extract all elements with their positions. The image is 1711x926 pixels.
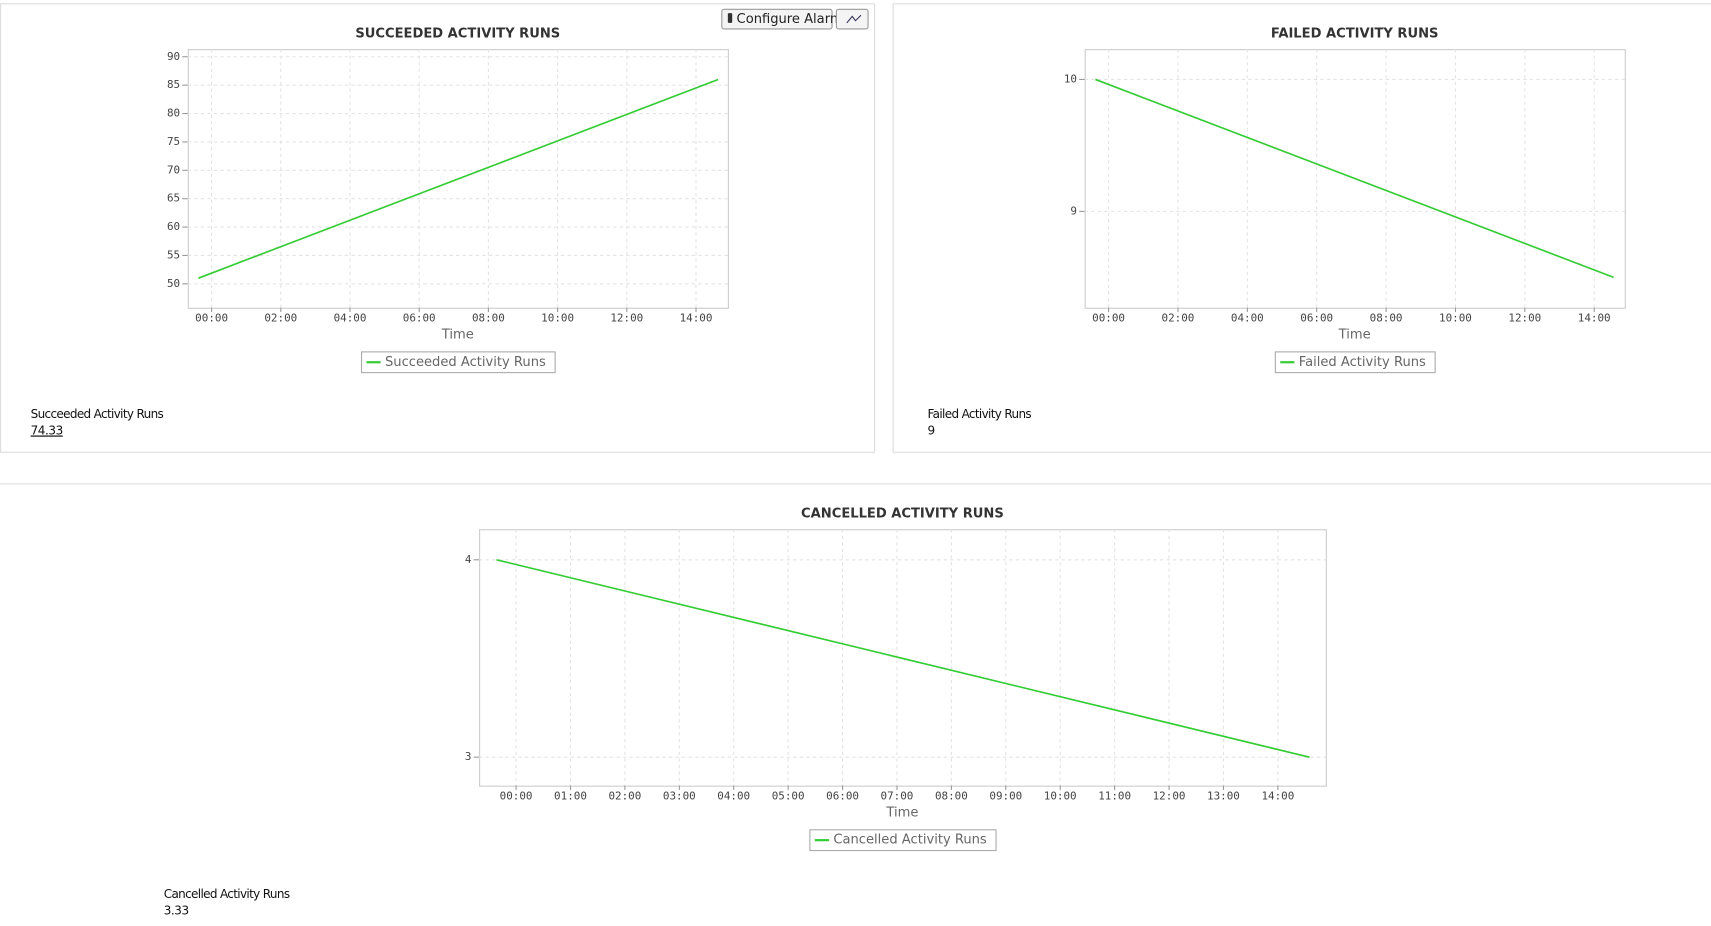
data-line xyxy=(1095,78,1614,279)
y-tick-label: 90 xyxy=(167,50,180,63)
y-tick-label: 3 xyxy=(465,750,472,763)
y-tick-label: 10 xyxy=(1064,72,1077,85)
y-tick-label: 65 xyxy=(167,192,180,205)
y-tick-label: 9 xyxy=(1070,204,1077,217)
y-tick-label: 4 xyxy=(465,553,472,566)
x-tick-label: 12:00 xyxy=(610,312,643,325)
panel xyxy=(892,3,1711,453)
x-tick-label: 14:00 xyxy=(1261,790,1294,803)
x-axis-label: Time xyxy=(1338,327,1371,342)
plot-area xyxy=(187,49,729,309)
legend: Succeeded Activity Runs xyxy=(361,351,556,374)
x-tick-label: 00:00 xyxy=(500,790,533,803)
button-text: Configure Alarms xyxy=(737,12,850,27)
x-tick-label: 00:00 xyxy=(1092,312,1125,325)
chart-title: SUCCEEDED ACTIVITY RUNS xyxy=(355,26,560,41)
y-tick-label: 70 xyxy=(167,163,180,176)
x-tick-label: 12:00 xyxy=(1508,312,1541,325)
x-tick-label: 06:00 xyxy=(1300,312,1333,325)
x-tick-label: 06:00 xyxy=(403,312,436,325)
x-tick-label: 10:00 xyxy=(541,312,574,325)
legend-box xyxy=(1274,351,1436,374)
data-line xyxy=(496,558,1310,758)
x-tick-label: 02:00 xyxy=(1162,312,1195,325)
x-tick-label: 02:00 xyxy=(608,790,641,803)
legend-label: Succeeded Activity Runs xyxy=(385,355,546,370)
x-tick-label: 10:00 xyxy=(1439,312,1472,325)
x-tick-label: 13:00 xyxy=(1207,790,1240,803)
x-tick-label: 11:00 xyxy=(1098,790,1131,803)
y-tick-label: 75 xyxy=(167,135,180,148)
y-tick-label: 80 xyxy=(167,107,180,120)
chart-icon xyxy=(846,14,862,24)
y-tick-label: 55 xyxy=(167,248,180,261)
summary-value: 3.33 xyxy=(164,904,189,918)
legend-label: Failed Activity Runs xyxy=(1299,355,1426,370)
x-tick-label: 01:00 xyxy=(554,790,587,803)
chart-type-button[interactable] xyxy=(835,8,869,30)
plot-area xyxy=(1084,49,1626,309)
data-line xyxy=(198,78,719,279)
x-tick-label: 07:00 xyxy=(881,790,914,803)
x-tick-label: 06:00 xyxy=(826,790,859,803)
panel xyxy=(0,3,876,453)
summary-value: 9 xyxy=(928,423,935,437)
x-tick-label: 08:00 xyxy=(935,790,968,803)
y-tick-label: 60 xyxy=(167,220,180,233)
x-tick-label: 10:00 xyxy=(1044,790,1077,803)
x-tick-label: 14:00 xyxy=(1578,312,1611,325)
chart-title: CANCELLED ACTIVITY RUNS xyxy=(801,506,1004,521)
button-frame xyxy=(721,8,833,30)
x-tick-label: 14:00 xyxy=(680,312,713,325)
x-tick-label: 04:00 xyxy=(717,790,750,803)
legend: Cancelled Activity Runs xyxy=(809,829,997,852)
x-tick-label: 08:00 xyxy=(472,312,505,325)
summary-label: Cancelled Activity Runs xyxy=(164,887,290,901)
x-tick-label: 02:00 xyxy=(264,312,297,325)
x-tick-label: 03:00 xyxy=(663,790,696,803)
plot-area xyxy=(479,529,1327,787)
summary-label: Failed Activity Runs xyxy=(928,407,1032,421)
x-tick-label: 04:00 xyxy=(1231,312,1264,325)
x-tick-label: 05:00 xyxy=(772,790,805,803)
x-tick-label: 09:00 xyxy=(989,790,1022,803)
x-tick-label: 00:00 xyxy=(195,312,228,325)
alarm-icon xyxy=(727,13,733,23)
y-tick-label: 85 xyxy=(167,78,180,91)
legend-label: Cancelled Activity Runs xyxy=(833,833,987,848)
configure-alarms-button[interactable]: Configure Alarms xyxy=(721,8,850,30)
summary-label: Succeeded Activity Runs xyxy=(31,407,164,421)
button-frame xyxy=(835,8,869,30)
summary-value[interactable]: 74.33 xyxy=(31,423,64,437)
x-tick-label: 12:00 xyxy=(1153,790,1186,803)
x-tick-label: 04:00 xyxy=(334,312,367,325)
x-axis-label: Time xyxy=(441,327,474,342)
x-axis-label: Time xyxy=(885,805,918,820)
y-tick-label: 50 xyxy=(167,277,180,290)
legend-box xyxy=(809,829,997,852)
chart-title: FAILED ACTIVITY RUNS xyxy=(1271,26,1439,41)
legend-box xyxy=(361,351,556,374)
legend: Failed Activity Runs xyxy=(1274,351,1436,374)
x-tick-label: 08:00 xyxy=(1370,312,1403,325)
